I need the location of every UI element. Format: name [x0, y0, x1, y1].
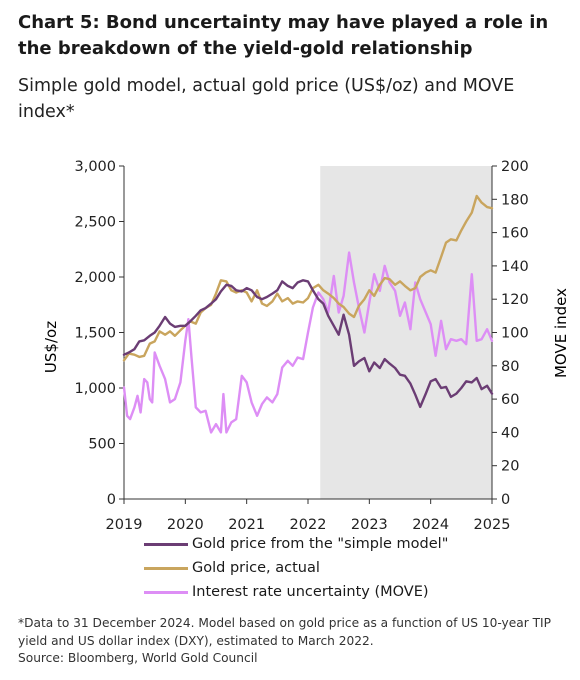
left-tick-label: 1,500	[74, 326, 116, 342]
footnote: *Data to 31 December 2024. Model based o…	[18, 615, 578, 668]
right-tick-label: 160	[501, 226, 529, 242]
left-tick-label: 2,000	[74, 270, 116, 286]
right-axis-label: MOVE index	[552, 288, 570, 378]
legend-label-model: Gold price from the "simple model"	[192, 536, 449, 552]
series-line-2	[122, 251, 494, 434]
x-tick-label: 2022	[290, 517, 327, 533]
chart-subtitle: Simple gold model, actual gold price (US…	[18, 76, 515, 122]
x-tick-label: 2019	[106, 517, 143, 533]
series-line-0	[122, 279, 494, 409]
left-tick-label: 2,500	[74, 215, 116, 231]
x-tick-label: 2024	[412, 517, 449, 533]
right-tick-label: 120	[501, 292, 529, 308]
legend-item-move: Interest rate uncertainty (MOVE)	[144, 580, 448, 604]
right-tick-label: 200	[501, 159, 529, 175]
footnote-line-2: yield and US dollar index (DXY), estimat…	[18, 633, 374, 648]
right-tick-label: 140	[501, 259, 529, 275]
legend: Gold price from the "simple model" Gold …	[144, 532, 448, 604]
legend-label-actual: Gold price, actual	[192, 560, 320, 576]
legend-item-model: Gold price from the "simple model"	[144, 532, 448, 556]
chart-title: Chart 5: Bond uncertainty may have playe…	[18, 12, 549, 59]
legend-item-actual: Gold price, actual	[144, 556, 448, 580]
left-tick-label: 1,000	[74, 381, 116, 397]
left-tick-label: 500	[88, 437, 116, 453]
right-tick-label: 0	[501, 492, 510, 508]
right-tick-label: 60	[501, 392, 519, 408]
legend-swatch-move	[144, 590, 188, 594]
right-tick-label: 100	[501, 326, 529, 342]
right-tick-label: 20	[501, 459, 519, 475]
left-tick-label: 3,000	[74, 159, 116, 175]
right-tick-label: 40	[501, 425, 519, 441]
x-tick-label: 2023	[351, 517, 388, 533]
line-chart: 0 500 1,000 1,500 2,000 2,500 3,000 0 20 40 60 80 10…	[42, 159, 570, 533]
left-tick-label: 0	[107, 492, 116, 508]
legend-label-move: Interest rate uncertainty (MOVE)	[192, 584, 429, 600]
legend-swatch-actual	[144, 566, 188, 570]
right-tick-label: 80	[501, 359, 519, 375]
x-tick-label: 2021	[228, 517, 265, 533]
left-axis-label: US$/oz	[42, 321, 60, 373]
footnote-line-1: *Data to 31 December 2024. Model based o…	[18, 616, 551, 630]
x-tick-label: 2020	[167, 517, 204, 533]
source-line: Source: Bloomberg, World Gold Council	[18, 651, 258, 665]
x-tick-label: 2025	[474, 517, 511, 533]
legend-swatch-model	[144, 542, 188, 546]
right-tick-label: 180	[501, 192, 529, 208]
